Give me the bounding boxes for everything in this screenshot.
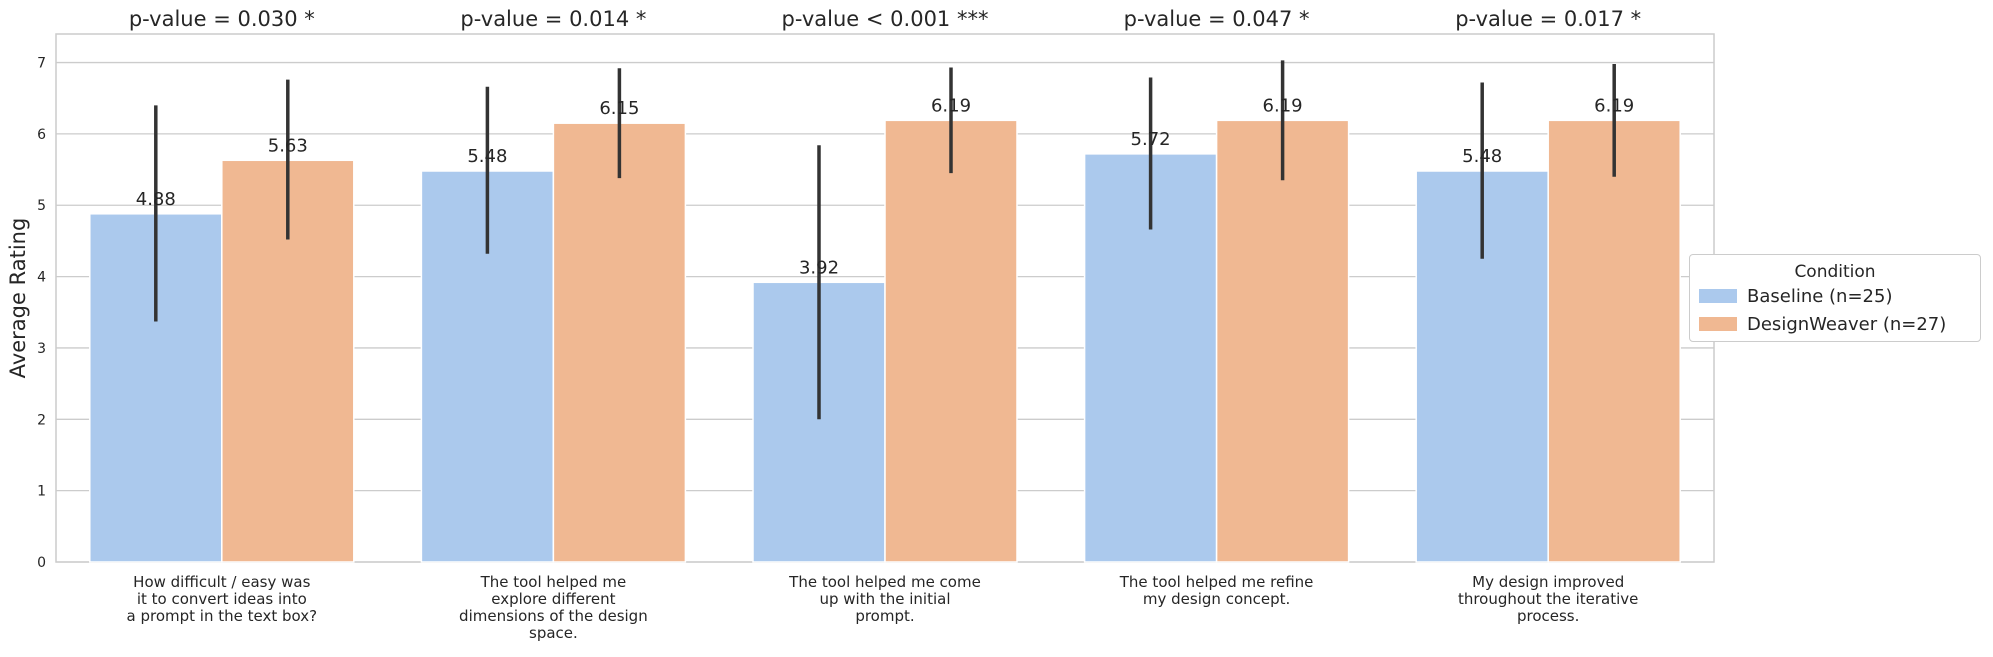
panel-title-1: p-value = 0.014 *	[460, 7, 646, 31]
x-tick-label-0: How difficult / easy was it to convert i…	[126, 573, 318, 625]
bar-series1-cat2	[884, 119, 1018, 563]
legend-item-baseline: Baseline (n=25)	[1699, 285, 1892, 307]
x-tick-label-2: The tool helped me come up with the init…	[789, 573, 981, 625]
legend-swatch-designweaver	[1699, 317, 1737, 331]
legend-item-designweaver: DesignWeaver (n=27)	[1699, 313, 1946, 335]
legend-label-baseline: Baseline (n=25)	[1747, 285, 1893, 307]
legend: Condition Baseline (n=25) DesignWeaver (…	[1689, 254, 1981, 342]
value-label-series1-cat4: 6.19	[1594, 95, 1634, 116]
value-label-series0-cat1: 5.48	[467, 146, 507, 167]
bar-series1-cat3	[1215, 119, 1350, 563]
legend-label-designweaver: DesignWeaver (n=27)	[1747, 313, 1947, 335]
y-tick-label-7: 7	[37, 56, 46, 72]
y-axis-label: Average Rating	[6, 218, 30, 379]
panel-title-0: p-value = 0.030 *	[129, 7, 315, 31]
value-label-series1-cat3: 6.19	[1263, 95, 1303, 116]
value-label-series0-cat3: 5.72	[1131, 129, 1171, 150]
panel-title-4: p-value = 0.017 *	[1455, 7, 1641, 31]
value-label-series1-cat0: 5.63	[268, 135, 308, 156]
y-tick-label-3: 3	[37, 341, 46, 357]
legend-swatch-baseline	[1699, 289, 1737, 303]
value-label-series0-cat4: 5.48	[1462, 146, 1502, 167]
y-tick-label-5: 5	[37, 198, 46, 214]
x-tick-label-1: The tool helped me explore different dim…	[459, 573, 648, 642]
panel-title-3: p-value = 0.047 *	[1124, 7, 1310, 31]
value-label-series0-cat2: 3.92	[799, 257, 839, 278]
value-label-series1-cat2: 6.19	[931, 95, 971, 116]
legend-title: Condition	[1794, 262, 1876, 282]
bar-series1-cat4	[1547, 119, 1681, 563]
y-tick-label-4: 4	[37, 270, 46, 286]
y-tick-label-6: 6	[37, 127, 46, 143]
y-tick-label-0: 0	[37, 555, 46, 571]
x-tick-label-3: The tool helped me refine my design conc…	[1119, 573, 1314, 608]
y-tick-label-2: 2	[37, 412, 46, 428]
y-tick-label-1: 1	[37, 484, 46, 500]
value-label-series0-cat0: 4.88	[136, 189, 176, 210]
bar-series1-cat1	[552, 122, 687, 563]
value-label-series1-cat1: 6.15	[599, 98, 639, 119]
x-tick-label-4: My design improved throughout the iterat…	[1457, 573, 1639, 625]
panel-title-2: p-value < 0.001 ***	[782, 7, 989, 31]
